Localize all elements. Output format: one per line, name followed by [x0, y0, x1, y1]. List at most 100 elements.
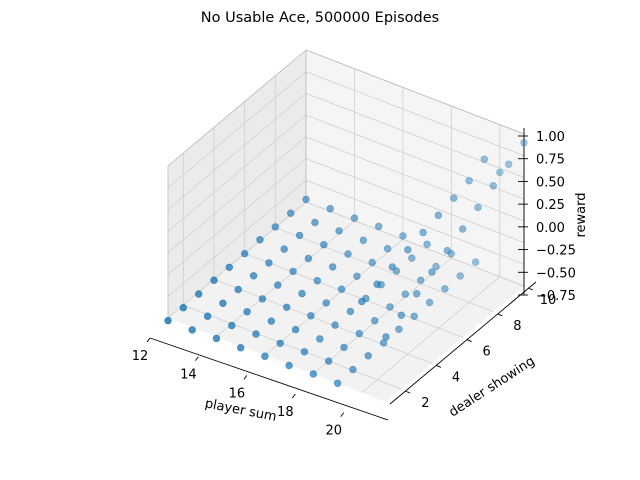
- data-point: [459, 225, 467, 233]
- data-point: [344, 250, 352, 258]
- x-grid-floor: [264, 239, 404, 356]
- data-point: [300, 348, 309, 356]
- data-point: [359, 236, 367, 245]
- y-tick-mark: [405, 390, 411, 394]
- data-point: [333, 379, 342, 387]
- data-point: [203, 312, 212, 320]
- y-tick-label: 4: [452, 370, 460, 385]
- x-grid-floor: [361, 276, 501, 393]
- data-point: [285, 361, 293, 370]
- data-point: [388, 263, 397, 271]
- data-point: [316, 335, 324, 343]
- data-point: [340, 343, 348, 352]
- z-grid-back: [167, 179, 307, 297]
- data-point: [274, 281, 282, 289]
- data-point: [413, 290, 421, 298]
- data-point: [307, 312, 315, 320]
- z-axis-label: reward: [574, 192, 589, 237]
- chart-title: No Usable Ace, 500000 Episodes: [201, 10, 439, 26]
- data-point: [395, 325, 403, 333]
- y-tick-mark: [527, 287, 534, 291]
- data-point: [425, 298, 434, 307]
- z-grid-side: [305, 93, 525, 178]
- data-point: [358, 297, 366, 306]
- data-point: [311, 218, 319, 227]
- data-point: [241, 249, 249, 258]
- x-tick-mark: [243, 375, 248, 380]
- data-point: [520, 139, 528, 147]
- data-point: [265, 259, 273, 267]
- data-point: [283, 303, 291, 311]
- data-point: [419, 228, 427, 237]
- data-point: [280, 245, 288, 253]
- data-point: [256, 236, 264, 244]
- y-tick-label: 2: [421, 396, 429, 411]
- z-tick-label: 0.50: [536, 175, 565, 190]
- y-tick-mark: [435, 364, 442, 368]
- y-tick-label: 8: [513, 319, 521, 334]
- z-grid-back: [167, 71, 307, 189]
- data-point: [287, 209, 295, 217]
- data-point: [364, 352, 372, 360]
- data-point: [443, 246, 451, 255]
- data-point: [355, 329, 363, 338]
- data-point: [465, 177, 473, 185]
- data-point: [313, 277, 321, 285]
- data-point: [258, 295, 267, 303]
- data-point: [456, 272, 464, 280]
- y-tick-mark: [466, 339, 472, 342]
- data-point: [471, 258, 480, 266]
- data-point: [210, 276, 218, 284]
- data-point: [326, 205, 334, 213]
- z-grid-side: [305, 136, 525, 222]
- z-tick-label: 0.75: [536, 153, 565, 168]
- data-point: [291, 325, 300, 334]
- data-point: [450, 194, 458, 202]
- data-point: [489, 182, 497, 190]
- data-point: [261, 352, 269, 360]
- data-point: [410, 312, 418, 320]
- y-tick-mark: [497, 313, 503, 317]
- z-grid-back: [167, 93, 307, 210]
- y-grid-floor: [213, 278, 433, 364]
- data-point: [320, 241, 328, 249]
- data-point: [249, 272, 258, 280]
- data-point: [346, 307, 355, 316]
- z-tick-label: 0.25: [536, 198, 565, 213]
- x-grid-floor: [313, 257, 452, 375]
- data-point: [212, 334, 221, 343]
- data-point: [304, 254, 313, 263]
- data-point: [399, 232, 407, 240]
- x-tick-mark: [291, 393, 296, 399]
- x-grid-floor: [216, 220, 355, 337]
- data-point: [219, 299, 227, 307]
- data-point: [408, 254, 416, 262]
- x-tick-label: 20: [326, 424, 343, 439]
- data-point: [298, 289, 306, 298]
- data-point: [331, 321, 339, 329]
- z-tick-label: −0.50: [536, 266, 576, 281]
- data-point: [322, 299, 330, 307]
- z-tick-label: 1.00: [536, 130, 565, 145]
- data-point: [335, 227, 343, 235]
- z-grid-side: [305, 71, 525, 157]
- z-grid-back: [167, 158, 307, 275]
- x-axis-line: [149, 337, 389, 421]
- data-point: [276, 339, 284, 347]
- data-point: [295, 231, 304, 240]
- x-tick-mark: [195, 356, 199, 361]
- data-point: [386, 303, 394, 311]
- z-grid-side: [305, 201, 525, 287]
- data-point: [496, 168, 504, 177]
- x-tick-label: 16: [229, 386, 246, 401]
- data-point: [428, 268, 436, 276]
- data-point: [373, 280, 381, 288]
- x-tick-label: 18: [277, 405, 294, 420]
- tick-labels: 12 14 16 18 20 2 4 6 8 10 1.00 0.75 0.50 0.25 0.00 −0.2…: [132, 130, 576, 439]
- data-point: [383, 245, 392, 253]
- x-tick-mark: [340, 412, 345, 417]
- data-point: [397, 311, 405, 319]
- z-tick-label: −0.25: [536, 244, 576, 259]
- z-grid-back: [167, 114, 307, 232]
